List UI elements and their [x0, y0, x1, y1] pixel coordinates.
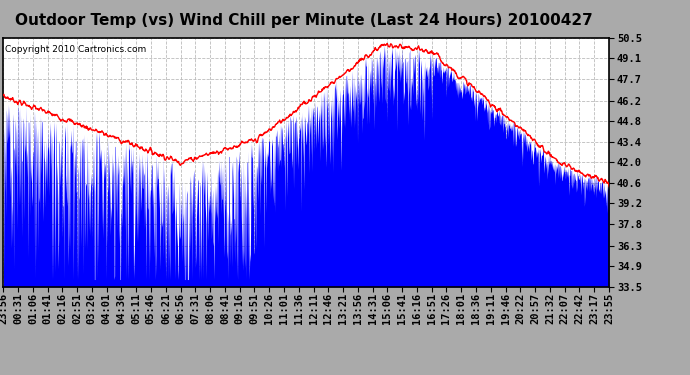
- Text: Copyright 2010 Cartronics.com: Copyright 2010 Cartronics.com: [6, 45, 146, 54]
- Text: Outdoor Temp (vs) Wind Chill per Minute (Last 24 Hours) 20100427: Outdoor Temp (vs) Wind Chill per Minute …: [14, 13, 593, 28]
